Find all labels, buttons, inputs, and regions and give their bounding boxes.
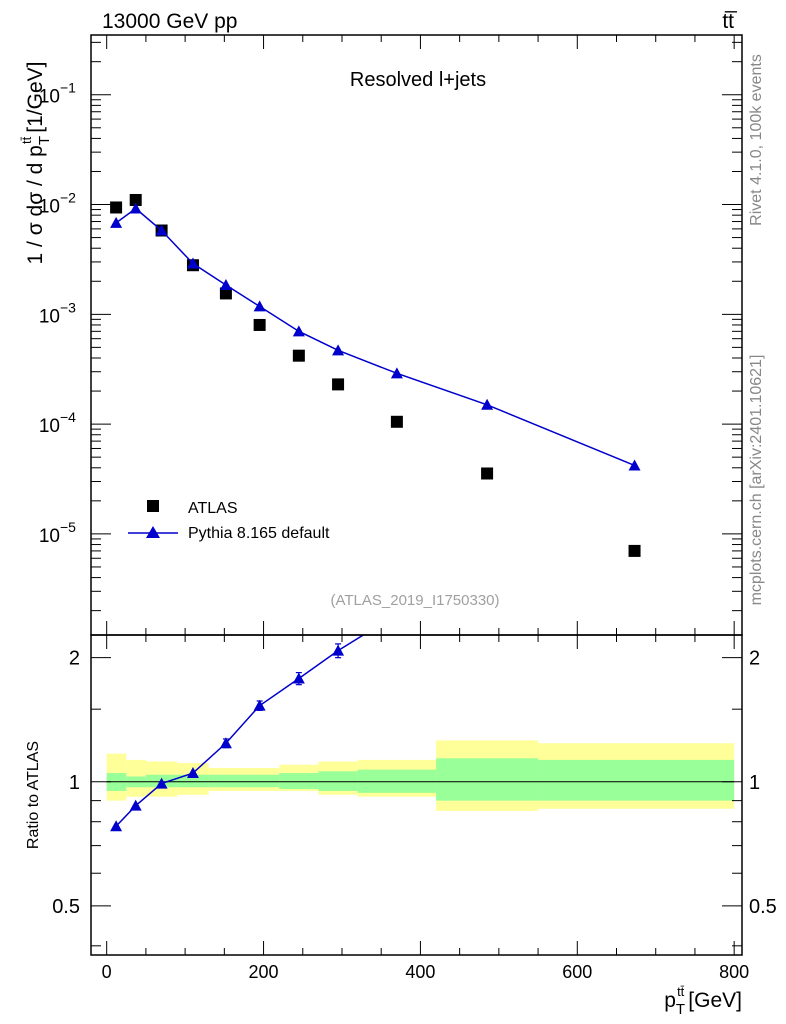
y-top-tick-exponent: −3 (60, 299, 76, 315)
y-bottom-tick-label: 2 (69, 648, 80, 670)
ratio-panel (90, 634, 743, 956)
x-tick-label: 400 (405, 962, 435, 982)
stat-uncertainty-band (177, 774, 209, 788)
atlas-point (253, 318, 266, 331)
y-top-tick-label: 10 (39, 526, 60, 547)
y-top-tick-label: 10 (39, 197, 60, 218)
y-top-tick-exponent: −1 (60, 80, 76, 96)
pythia-point (219, 278, 232, 290)
ratio-point (186, 767, 199, 779)
pythia-point (390, 367, 403, 379)
y-top-tick-exponent: −2 (60, 190, 76, 206)
pythia-point (129, 202, 142, 214)
pythia-point (186, 257, 199, 269)
atlas-point (332, 378, 345, 391)
pythia-point (481, 398, 494, 410)
ratio-point (253, 699, 266, 711)
y-bottom-tick-label: 0.5 (52, 896, 80, 918)
y-bottom-tick-label-right: 2 (749, 648, 760, 670)
atlas-point (110, 201, 123, 214)
pythia-line (115, 207, 635, 467)
y-top-tick-exponent: −4 (60, 409, 76, 425)
x-axis-title: pTtt̄ [GeV] (664, 984, 742, 1018)
rivet-version-label: Rivet 4.1.0, 100k events (748, 54, 765, 226)
x-tick-label: 600 (562, 962, 592, 982)
chart-title: Resolved l+jets (350, 69, 486, 91)
main-panel-frame (90, 34, 743, 636)
ratio-point (292, 672, 305, 684)
atlas-point (390, 415, 403, 428)
y-bottom-tick-label-right: 0.5 (749, 896, 777, 918)
ratio-point (129, 799, 142, 811)
ratio-point (110, 820, 123, 832)
ratio-point (155, 777, 168, 789)
main-panel: Resolved l+jets (ATLAS_2019_I1750330) (90, 34, 743, 636)
y-bottom-tick-label: 1 (69, 772, 80, 794)
mcplots-label: mcplots.cern.ch [arXiv:2401.10621] (748, 355, 765, 606)
ratio-panel-frame (90, 634, 743, 956)
analysis-tag: (ATLAS_2019_I1750330) (330, 592, 499, 609)
legend-pythia-label: Pythia 8.165 default (188, 525, 330, 542)
energy-label: 13000 GeV pp (102, 10, 237, 33)
atlas-point (292, 349, 305, 362)
stat-uncertainty-band (279, 773, 319, 790)
stat-uncertainty-band (538, 759, 735, 801)
process-label: tt̅ (722, 10, 738, 33)
x-tick-label: 0 (102, 962, 112, 982)
pythia-point (155, 224, 168, 236)
atlas-point (481, 467, 494, 480)
y-top-tick-label: 10 (39, 416, 60, 437)
stat-uncertainty-band (357, 769, 437, 793)
pythia-point (110, 216, 123, 228)
x-tick-label: 800 (719, 962, 749, 982)
stat-uncertainty-band (318, 771, 358, 791)
x-tick-label: 200 (249, 962, 279, 982)
pythia-point (332, 344, 345, 356)
stat-uncertainty-band (436, 758, 539, 801)
legend-atlas-label: ATLAS (188, 500, 238, 517)
y-bottom-tick-label-right: 1 (749, 772, 760, 794)
y-top-tick-label: 10 (39, 87, 60, 108)
legend-atlas-marker (147, 500, 159, 512)
stat-uncertainty-band (243, 774, 280, 788)
atlas-point (628, 544, 641, 557)
stat-uncertainty-band (208, 774, 244, 788)
legend: ATLAS Pythia 8.165 default (128, 500, 330, 542)
atlas-point (129, 193, 142, 206)
y-axis-title-bottom: Ratio to ATLAS (25, 741, 42, 849)
pythia-point (292, 325, 305, 337)
pythia-point (253, 300, 266, 312)
ratio-point (332, 644, 345, 656)
atlas-point (219, 287, 232, 300)
y-top-tick-exponent: −5 (60, 519, 76, 535)
pythia-point (628, 459, 641, 471)
ratio-point (219, 737, 232, 749)
y-top-tick-label: 10 (39, 306, 60, 327)
legend-pythia-marker (146, 526, 160, 538)
